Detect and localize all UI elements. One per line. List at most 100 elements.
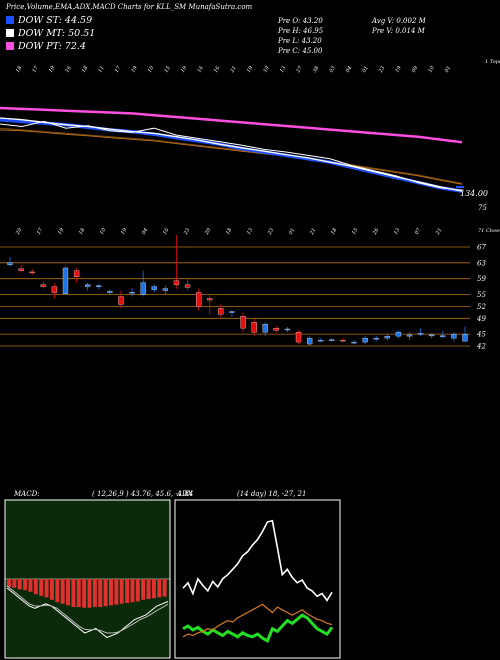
candle-body [329, 339, 335, 341]
macd-hist-bar [49, 579, 54, 600]
legend-dow-pt: DOW PT: 72.4 [6, 41, 86, 52]
macd-hist-bar [103, 579, 108, 607]
candle-date-label: 23 [266, 227, 275, 236]
macd-hist-bar [130, 579, 135, 603]
candle-body [151, 286, 157, 290]
candle-body [362, 337, 368, 343]
candle-body [406, 334, 413, 337]
stat-avg-volume: Avg V: 0.002 M [372, 17, 426, 25]
ema-date-label: 11 [97, 65, 105, 74]
series-ema-white [0, 117, 463, 192]
candle-date-label: 16 [162, 227, 171, 236]
macd-hist-bar [98, 579, 103, 607]
macd-hist-bar [44, 579, 49, 598]
candle-body [29, 271, 35, 274]
candle-body [417, 333, 424, 335]
candle-date-label: 20 [14, 227, 23, 237]
series-ema-blue [0, 117, 463, 193]
series-plus-di [182, 613, 334, 644]
candle-body [395, 332, 402, 337]
legend-swatch-white [6, 29, 14, 37]
macd-panel-box [4, 499, 171, 659]
candle-body [462, 333, 468, 342]
candle-body [162, 288, 169, 291]
stat-pre-close: Pre C: 45.00 [278, 47, 323, 55]
macd-hist-bar [23, 579, 28, 591]
candle-body [140, 282, 146, 295]
stat-pre-high: Pre H: 46.95 [278, 27, 324, 35]
candle-date-label: 17 [36, 227, 45, 236]
candle-body [340, 339, 346, 342]
candle-body [440, 335, 446, 337]
candle-date-label: 21 [308, 227, 317, 236]
macd-hist-bar [108, 579, 113, 606]
macd-hist-bar [76, 579, 81, 607]
series-ema-orange-2 [0, 127, 463, 184]
ema-date-label: 27 [295, 65, 304, 75]
ema-date-label: 17 [31, 65, 40, 74]
macd-hist-bar [60, 579, 65, 604]
candle-body [107, 291, 113, 293]
macd-hist-bar [119, 579, 124, 604]
legend-swatch-blue [6, 16, 14, 24]
candle-body [306, 337, 313, 345]
macd-hist-bar [28, 579, 33, 592]
candle-body [451, 333, 457, 339]
candle-body [240, 316, 246, 329]
candle-tick-label: 67 [477, 243, 486, 251]
ema-date-label: 03 [328, 65, 336, 74]
stat-pre-volume: Pre V: 0.014 M [372, 27, 425, 35]
candle-body [251, 322, 257, 333]
candle-body [218, 308, 224, 315]
candle-date-label: 23 [182, 227, 191, 236]
candle-body [7, 262, 13, 265]
candle-date-label: 07 [414, 227, 423, 236]
stat-pre-low: Pre L: 43.20 [278, 37, 322, 45]
legend-dow-st-label: DOW ST: 44.59 [18, 15, 93, 26]
ema-date-label: 21 [229, 65, 238, 74]
chart-title: Price,Volume,EMA,ADX,MACD Charts for KLL… [6, 3, 253, 11]
ema-date-label: 01 [444, 65, 452, 74]
series-adx [182, 519, 333, 602]
candle-body [173, 280, 180, 285]
candle-body [96, 285, 102, 287]
ema-date-label: 19 [246, 65, 255, 74]
candle-date-label: 04 [141, 227, 149, 236]
legend-dow-st: DOW ST: 44.59 [6, 15, 92, 26]
ema-date-label: 16 [213, 65, 222, 74]
macd-hist-bar [7, 579, 11, 587]
ema-date-label: 13 [279, 65, 287, 74]
ema-date-label: 16 [196, 65, 205, 74]
macd-hist-bar [151, 579, 156, 599]
candle-date-label: 13 [246, 227, 254, 236]
candle-tick-label: 63 [477, 259, 486, 267]
ema-date-label: 16 [64, 65, 73, 74]
candle-date-label: 21 [434, 227, 443, 236]
series-minus-di [182, 603, 333, 638]
series-macd-line [6, 587, 169, 639]
ema-date-label: 04 [345, 65, 353, 74]
candle-date-label: 19 [120, 227, 129, 236]
macd-hist-bar [71, 579, 76, 607]
legend-swatch-pink [6, 42, 14, 50]
series-price-white [0, 120, 463, 191]
stat-pre-open: Pre O: 43.20 [278, 17, 323, 25]
macd-hist-bar [55, 579, 60, 603]
macd-hist-bar [92, 579, 97, 607]
candle-body [51, 286, 58, 293]
candle-body [295, 332, 302, 343]
candle-body [373, 337, 379, 340]
candle-body [40, 284, 46, 287]
ema-date-label: 19 [48, 65, 57, 74]
adx-values: (14 day) 18, -27, 21 [237, 490, 307, 498]
candle-body [62, 267, 69, 294]
ema-date-label: 01 [361, 65, 369, 74]
macd-hist-bar [82, 579, 87, 608]
ema-date-label: 23 [377, 65, 386, 74]
candle-tick-label: 52 [477, 303, 486, 311]
legend-dow-pt-label: DOW PT: 72.4 [18, 41, 86, 52]
candle-body [318, 339, 324, 342]
macd-title: MACD: [14, 490, 40, 498]
macd-hist-bar [12, 579, 17, 588]
macd-hist-bar [125, 579, 130, 603]
